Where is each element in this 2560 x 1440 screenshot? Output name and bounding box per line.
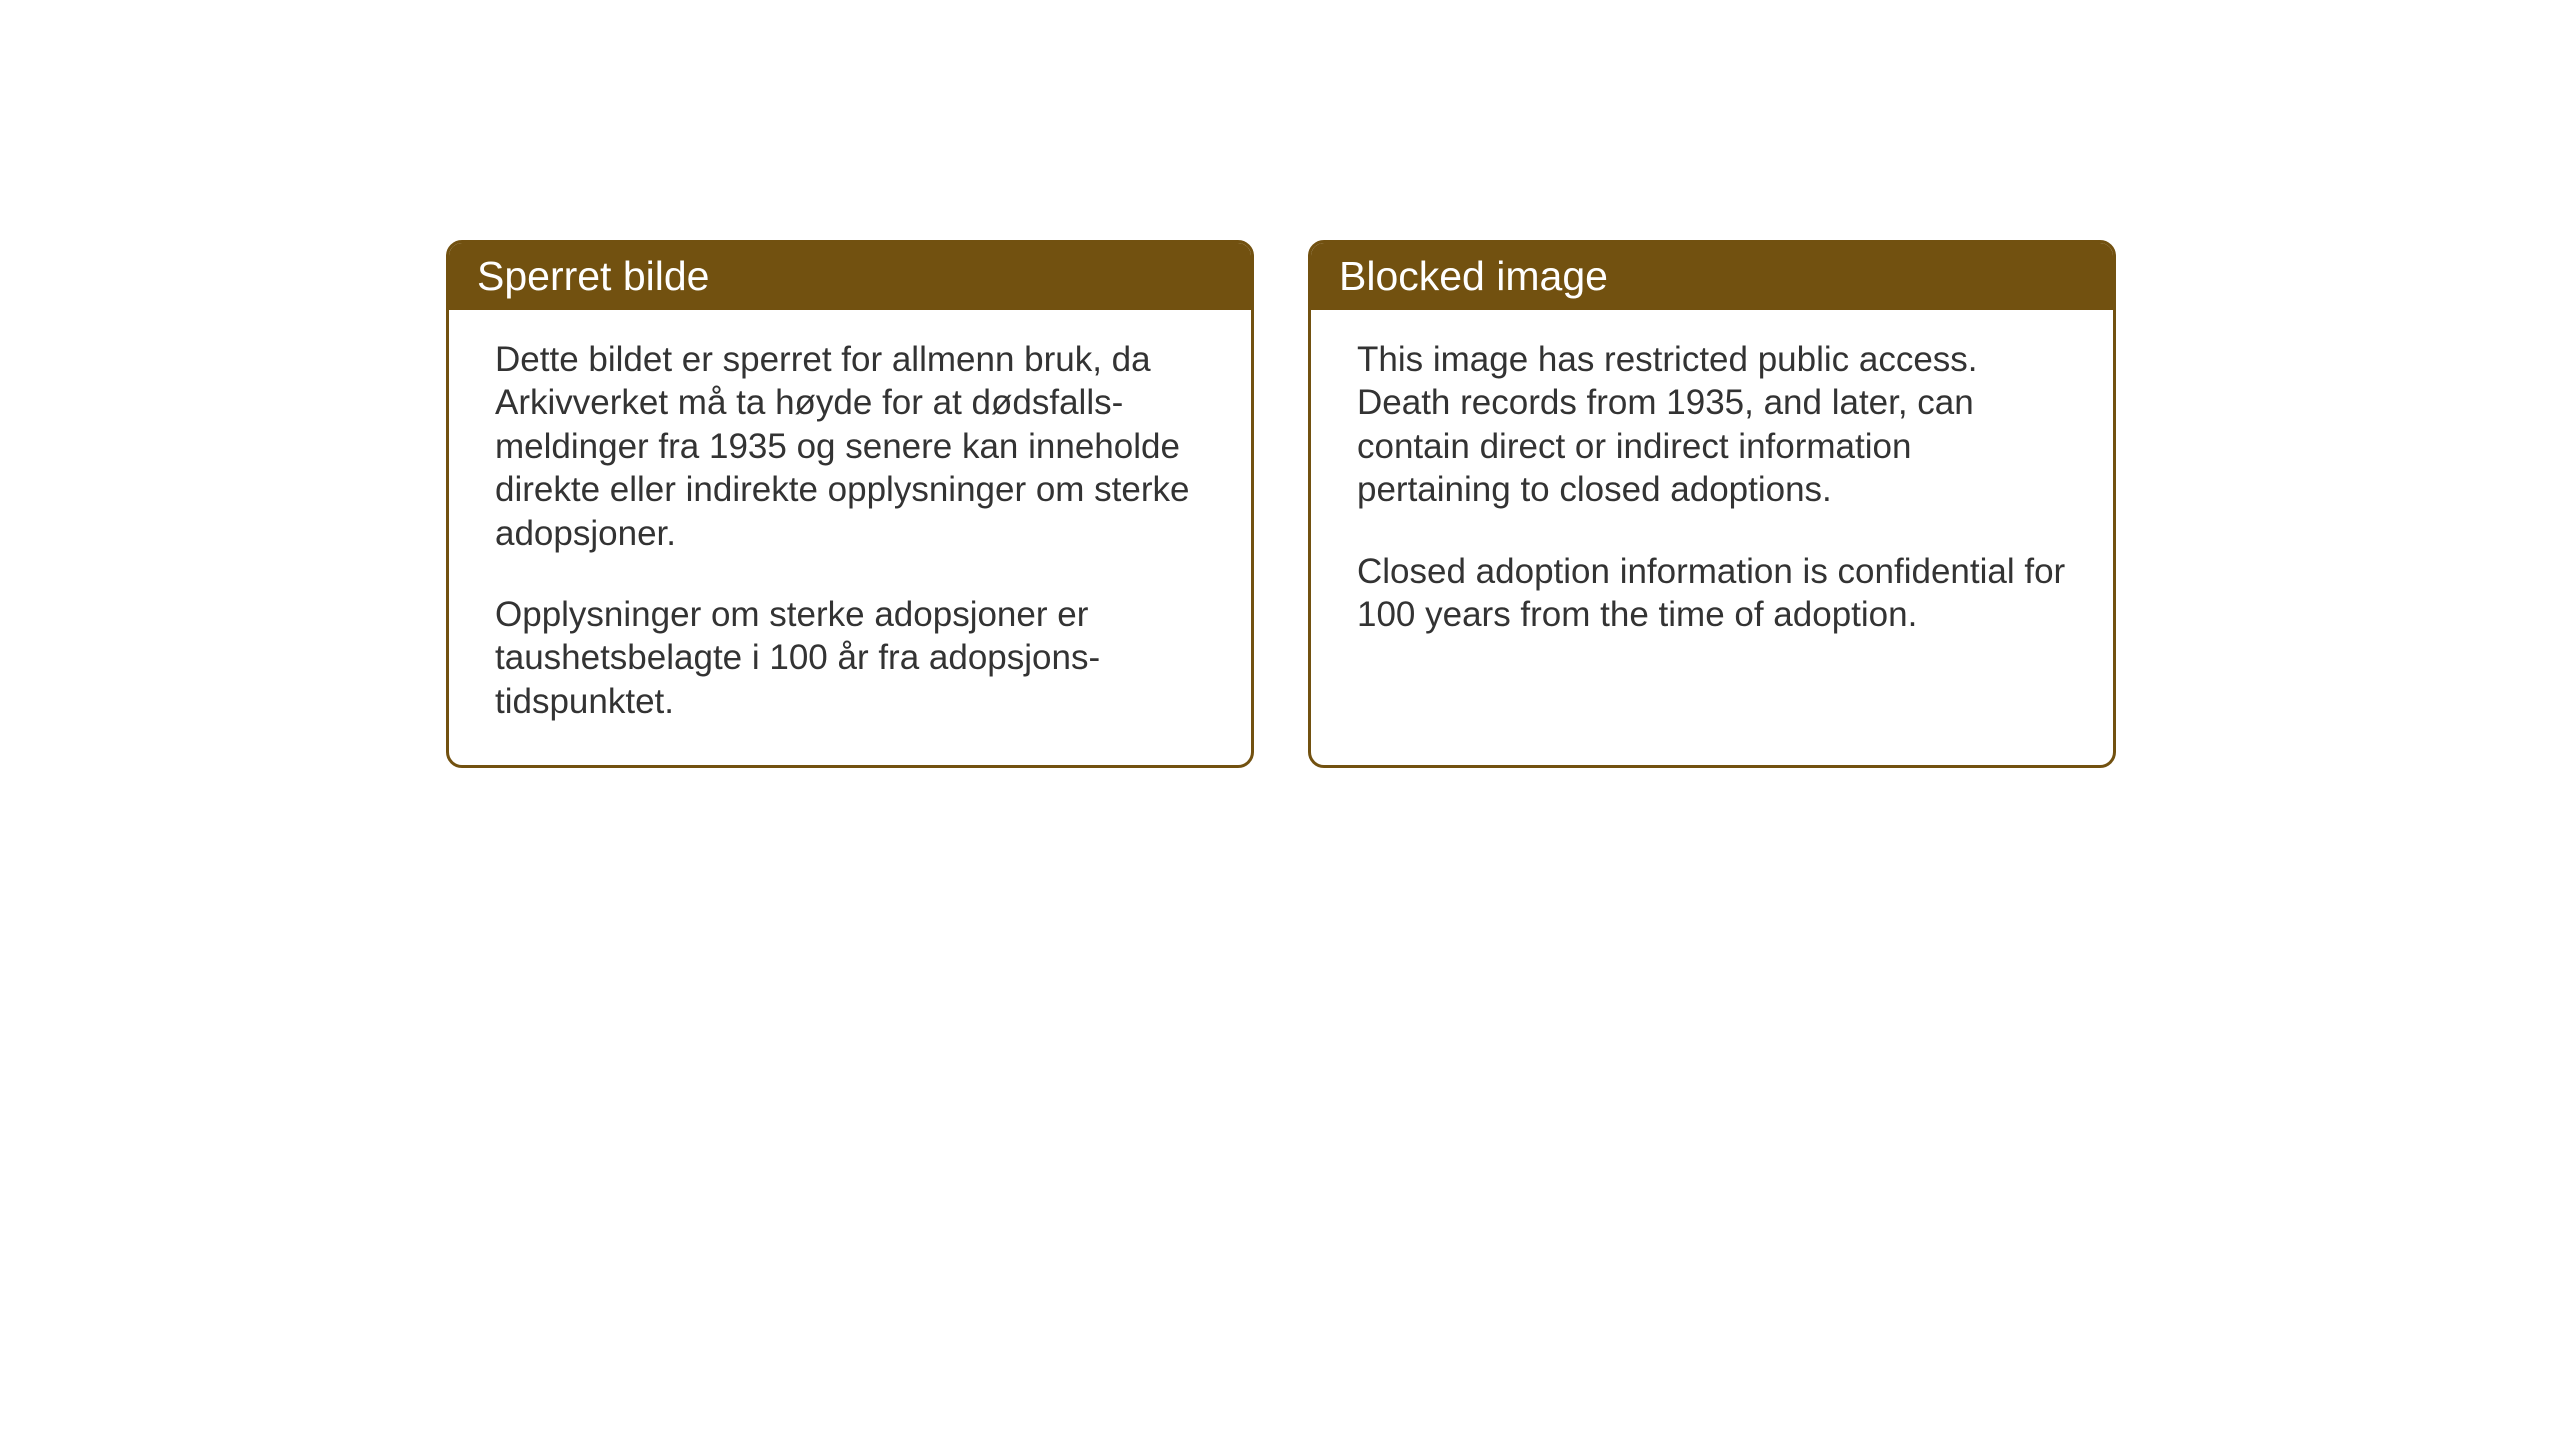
notice-container: Sperret bilde Dette bildet er sperret fo… xyxy=(446,240,2116,768)
paragraph-text: This image has restricted public access.… xyxy=(1357,338,2067,512)
paragraph-text: Closed adoption information is confident… xyxy=(1357,550,2067,637)
notice-card-english: Blocked image This image has restricted … xyxy=(1308,240,2116,768)
card-header-norwegian: Sperret bilde xyxy=(449,243,1251,310)
paragraph-text: Opplysninger om sterke adopsjoner er tau… xyxy=(495,593,1205,723)
card-body-english: This image has restricted public access.… xyxy=(1311,310,2113,708)
card-header-english: Blocked image xyxy=(1311,243,2113,310)
paragraph-text: Dette bildet er sperret for allmenn bruk… xyxy=(495,338,1205,555)
notice-card-norwegian: Sperret bilde Dette bildet er sperret fo… xyxy=(446,240,1254,768)
card-body-norwegian: Dette bildet er sperret for allmenn bruk… xyxy=(449,310,1251,765)
